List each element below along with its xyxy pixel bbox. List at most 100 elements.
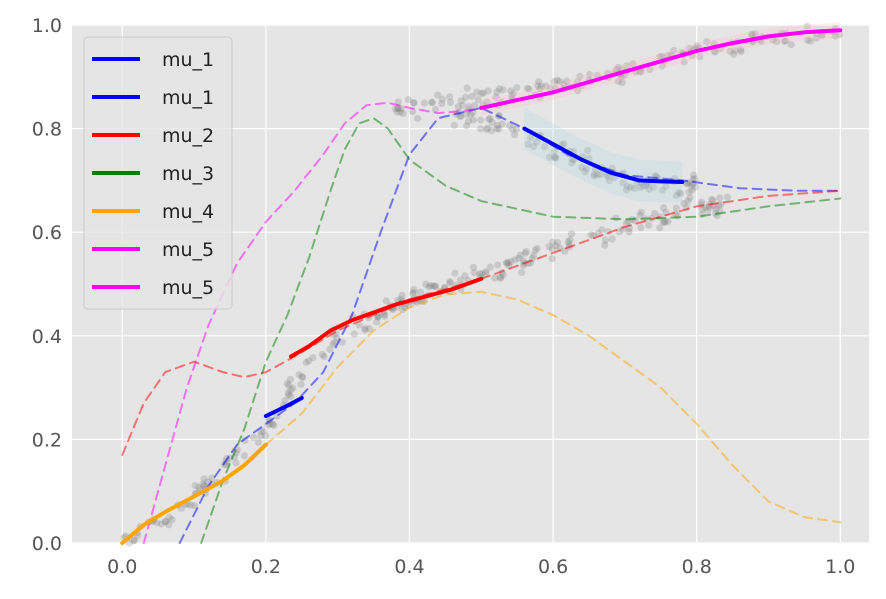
series-line-mu_2-solid [289, 276, 484, 359]
scatter-point [684, 197, 692, 205]
y-tick-label: 0.6 [32, 222, 62, 244]
scatter-point [646, 65, 654, 74]
scatter-point [516, 251, 524, 259]
scatter-point [618, 78, 626, 87]
scatter-point [397, 104, 405, 113]
scatter-point [329, 340, 337, 348]
scatter-point [467, 111, 475, 119]
scatter-point [482, 269, 490, 278]
scatter-point [596, 170, 605, 179]
series-line-mu_5-solid [479, 28, 843, 110]
scatter-point [269, 420, 277, 428]
scatter-point [708, 195, 716, 203]
scatter-point [731, 46, 739, 55]
scatter-point [630, 184, 638, 192]
scatter-point [626, 183, 635, 192]
scatter-point [457, 97, 465, 105]
scatter-point [521, 249, 529, 257]
scatter-point [410, 99, 418, 107]
series-line-mu_4-solid [120, 442, 268, 545]
scatter-point [584, 146, 592, 155]
scatter-point [751, 30, 759, 38]
scatter-point [432, 282, 440, 290]
scatter-point [685, 44, 694, 52]
scatter-point [675, 188, 683, 197]
scatter-point [693, 42, 701, 50]
x-tick-label: 1.0 [825, 556, 855, 578]
scatter-point [691, 183, 699, 191]
scatter-point [556, 244, 564, 252]
scatter-point [555, 77, 564, 86]
x-tick-label: 0.2 [251, 556, 281, 578]
scatter-point [361, 326, 369, 334]
scatter-point [426, 282, 435, 290]
scatter-point [422, 280, 430, 288]
scatter-point [787, 40, 795, 49]
scatter-point [535, 78, 543, 86]
scatter-point [130, 537, 138, 545]
scatter-point [498, 120, 506, 128]
scatter-point [640, 182, 648, 190]
scatter-point [200, 475, 208, 483]
scatter-point [287, 386, 295, 394]
scatter-point [200, 482, 208, 490]
legend-box [83, 36, 233, 310]
scatter-point [623, 186, 631, 194]
scatter-point [614, 63, 623, 72]
scatter-point [548, 245, 556, 253]
scatter-point [527, 134, 535, 142]
scatter-point [259, 427, 267, 435]
legend-label: mu_5 [162, 277, 214, 299]
scatter-point [637, 224, 645, 232]
scatter-point [240, 452, 248, 460]
scatter-point [507, 87, 515, 95]
scatter-point [506, 122, 514, 130]
scatter-point [513, 84, 521, 92]
scatter-point [463, 84, 471, 92]
scatter-point [537, 82, 546, 90]
scatter-point [199, 480, 207, 488]
scatter-point [494, 261, 502, 269]
scatter-point [283, 380, 291, 388]
scatter-point [509, 125, 517, 133]
scatter-point [454, 103, 462, 111]
scatter-point [318, 350, 326, 359]
scatter-point [485, 115, 493, 124]
scatter-point [552, 154, 560, 162]
scatter-point [629, 60, 637, 68]
scatter-point [431, 105, 440, 114]
scatter-point [393, 108, 401, 116]
scatter-point [560, 140, 568, 148]
scatter-point [298, 373, 306, 381]
scatter-point [484, 124, 492, 132]
scatter-point [736, 46, 745, 54]
series-line-mu_2-dashed [121, 189, 842, 456]
scatter-point [431, 283, 439, 291]
scatter-point [281, 396, 289, 405]
scatter-point [723, 193, 732, 201]
scatter-point [598, 226, 606, 234]
scatter-point [493, 121, 501, 129]
scatter-point [576, 72, 584, 80]
scatter-point [285, 391, 293, 399]
scatter-point [508, 92, 516, 100]
scatter-point [465, 117, 473, 125]
scatter-point [165, 513, 173, 521]
scatter-point [564, 238, 572, 246]
scatter-point [507, 257, 515, 266]
scatter-point [662, 182, 670, 190]
scatter-point [482, 268, 490, 276]
legend-items: mu_1 mu_1 mu_2 mu_3 mu_4 mu_5 mu_5 [92, 49, 214, 299]
scatter-point [529, 142, 538, 151]
scatter-point [549, 238, 557, 246]
scatter-point [637, 68, 645, 76]
scatter-point [483, 98, 491, 106]
scatter-point [374, 313, 382, 321]
scatter-point [523, 84, 531, 92]
scatter-point [410, 285, 418, 293]
scatter-point [502, 259, 511, 267]
scatter-point [496, 274, 504, 282]
scatter-point [604, 172, 612, 180]
scatter-point [644, 221, 653, 229]
